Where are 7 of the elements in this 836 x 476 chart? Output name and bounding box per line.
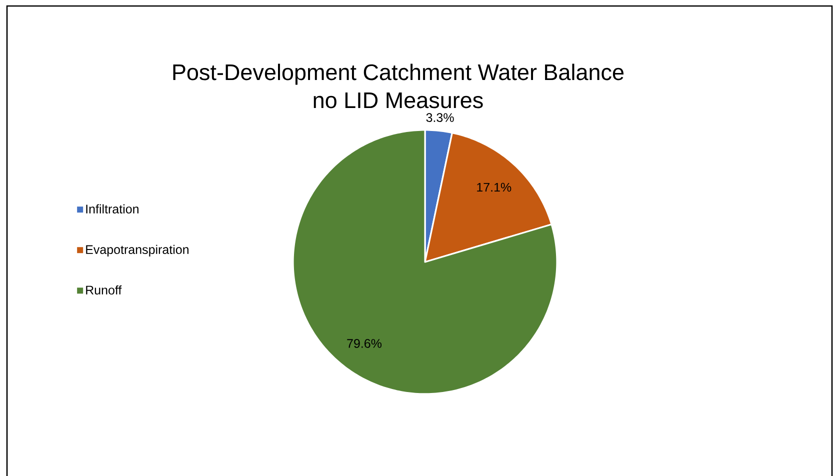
data-label: 79.6% (347, 339, 382, 348)
legend-label: Infiltration (86, 204, 138, 214)
legend-label: Evapotranspiration (86, 244, 188, 256)
legend-label: Runoff (86, 285, 122, 295)
data-label: 17.1% (477, 182, 512, 192)
chart-title: Post-Development Catchment Water Balance no LID Measures (173, 64, 624, 108)
data-label: 3.3% (426, 113, 454, 122)
